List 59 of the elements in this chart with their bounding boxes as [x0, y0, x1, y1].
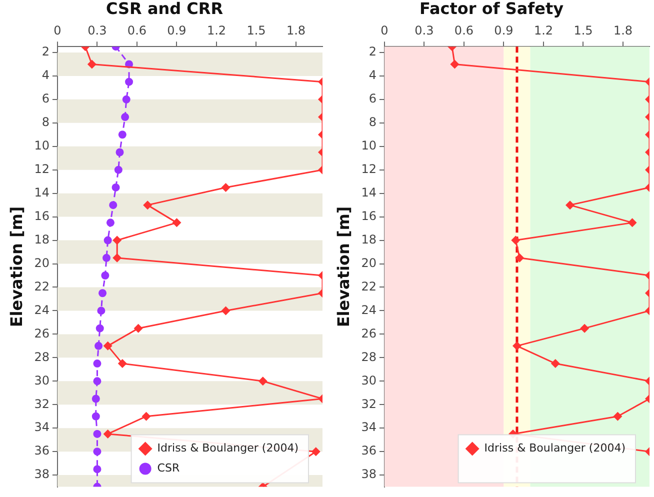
- x-tick-label: 0.3: [88, 24, 107, 38]
- x-tick-label: 1.8: [286, 24, 306, 38]
- y-tick-label: 24: [361, 302, 376, 317]
- y-tick-label: 38: [361, 467, 376, 482]
- y-tick-label: 30: [361, 373, 376, 388]
- y-tick-label: 20: [34, 256, 50, 270]
- y-tick-label: 26: [34, 326, 50, 340]
- x-tick-label: 0.9: [494, 24, 514, 38]
- y-tick-label: 30: [34, 373, 50, 388]
- chart-title: CSR and CRR: [106, 0, 224, 18]
- y-axis-title: Elevation [m]: [334, 206, 353, 328]
- y-tick-label: 20: [361, 256, 376, 270]
- y-tick-label: 24: [34, 302, 50, 317]
- y-tick-label: 34: [34, 420, 50, 434]
- y-tick-label: 18: [34, 232, 50, 246]
- x-tick-label: 1.5: [574, 24, 593, 38]
- x-tick-label: 1.5: [246, 24, 266, 38]
- legend-label: Idriss & Boulanger (2004): [484, 442, 626, 455]
- y-tick-label: 14: [361, 185, 376, 200]
- y-tick-label: 14: [34, 185, 50, 200]
- y-tick-label: 12: [34, 162, 50, 176]
- x-tick-label: 1.8: [613, 24, 633, 38]
- y-tick-label: 22: [34, 279, 50, 294]
- y-tick-label: 16: [34, 208, 50, 223]
- x-tick-label: 0.6: [127, 24, 147, 38]
- y-tick-label: 12: [361, 162, 376, 176]
- y-tick-label: 8: [368, 115, 376, 130]
- x-tick-label: 1.2: [534, 24, 554, 38]
- y-tick-label: 32: [361, 396, 376, 411]
- y-tick-label: 8: [42, 115, 50, 130]
- y-tick-label: 36: [361, 444, 376, 458]
- y-tick-label: 4: [42, 68, 50, 82]
- y-tick-label: 26: [361, 326, 376, 340]
- y-tick-label: 4: [368, 68, 376, 82]
- y-tick-label: 36: [34, 444, 50, 458]
- y-tick-label: 28: [34, 350, 50, 364]
- y-tick-label: 32: [34, 396, 50, 411]
- x-tick-label: 0: [54, 24, 62, 38]
- y-tick-label: 2: [42, 44, 50, 59]
- y-tick-label: 6: [42, 92, 50, 106]
- x-tick-label: 1.2: [206, 24, 226, 38]
- y-tick-label: 10: [34, 138, 50, 153]
- chart-title: Factor of Safety: [419, 0, 564, 18]
- y-tick-label: 28: [361, 350, 376, 364]
- x-tick-label: 0.3: [414, 24, 434, 38]
- y-tick-label: 2: [368, 44, 376, 59]
- y-tick-label: 10: [361, 138, 376, 153]
- y-tick-label: 38: [34, 467, 50, 482]
- y-tick-label: 16: [361, 208, 376, 223]
- x-tick-label: 0: [380, 24, 388, 38]
- x-tick-label: 0.6: [454, 24, 474, 38]
- x-tick-label: 0.9: [167, 24, 186, 38]
- legend-label: CSR: [157, 462, 180, 475]
- y-tick-label: 6: [368, 92, 376, 106]
- legend-label: Idriss & Boulanger (2004): [157, 442, 298, 455]
- y-axis-title: Elevation [m]: [6, 206, 26, 328]
- y-tick-label: 18: [361, 232, 376, 246]
- y-tick-label: 22: [361, 279, 376, 294]
- y-tick-label: 34: [361, 420, 376, 434]
